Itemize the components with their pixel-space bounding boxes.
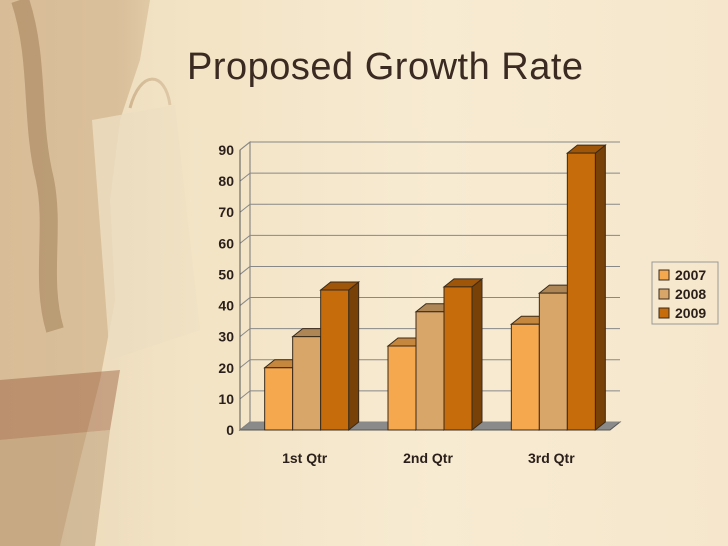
legend-swatch	[658, 288, 670, 300]
y-tick-label: 0	[226, 422, 234, 438]
gridline-diag	[239, 266, 251, 275]
bar	[387, 345, 417, 431]
gridline-diag	[239, 297, 251, 306]
y-tick-label: 10	[218, 391, 234, 407]
y-tick-label: 50	[218, 266, 234, 282]
gridline-diag	[239, 390, 251, 400]
page-title: Proposed Growth Rate	[187, 46, 584, 88]
bar	[264, 367, 294, 431]
y-tick-label: 70	[218, 204, 234, 220]
legend-swatch	[658, 269, 670, 281]
gridline-diag	[239, 421, 251, 431]
gridline-diag	[239, 141, 251, 151]
x-tick-label: 1st Qtr	[282, 450, 328, 466]
y-tick-label: 40	[218, 298, 234, 314]
y-tick-label: 30	[218, 329, 234, 345]
x-tick-label: 2nd Qtr	[403, 450, 453, 466]
bar	[510, 323, 540, 431]
legend-box	[651, 261, 719, 325]
y-tick-label: 20	[218, 360, 234, 376]
gridline-diag	[239, 359, 251, 369]
x-tick-label: 3rd Qtr	[528, 450, 575, 466]
bar	[443, 286, 473, 431]
bar	[320, 289, 350, 431]
bar	[292, 336, 322, 431]
gridline-diag	[239, 172, 251, 182]
legend-label: 2009	[675, 305, 706, 321]
y-tick-label: 90	[218, 142, 234, 158]
bar	[538, 292, 568, 431]
bar	[566, 152, 596, 431]
bar	[415, 311, 445, 431]
gridline-diag	[239, 328, 251, 338]
gridline-diag	[239, 234, 251, 244]
y-tick-label: 80	[218, 173, 234, 189]
legend-label: 2008	[675, 286, 706, 302]
chart-side-wall	[239, 140, 251, 432]
gridline-diag	[239, 203, 251, 213]
y-tick-label: 60	[218, 235, 234, 251]
bar-side	[348, 280, 360, 432]
legend-swatch	[658, 307, 670, 319]
bar-side	[471, 277, 483, 432]
legend-label: 2007	[675, 267, 706, 283]
bar-side	[594, 144, 606, 432]
